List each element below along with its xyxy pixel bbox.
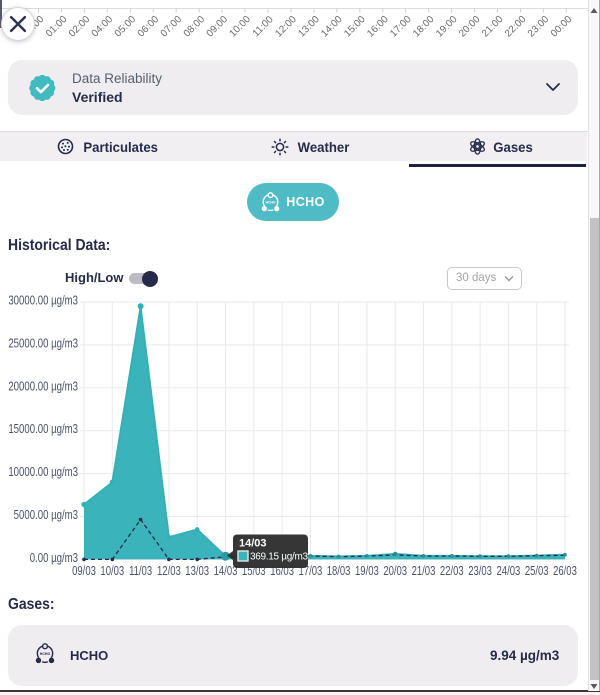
svg-text:15:00: 15:00 [342,14,368,40]
svg-text:24/03: 24/03 [497,565,521,579]
svg-text:13/03: 13/03 [185,565,209,579]
svg-text:10/03: 10/03 [100,565,124,579]
svg-text:06:00: 06:00 [136,14,162,40]
svg-text:17:00: 17:00 [388,14,414,40]
svg-text:01:00: 01:00 [44,14,70,40]
svg-text:25000.00 µg/m3: 25000.00 µg/m3 [8,337,78,350]
svg-text:08:00: 08:00 [182,14,208,40]
svg-text:09:00: 09:00 [205,14,231,40]
svg-text:18:00: 18:00 [411,14,437,40]
svg-text:21:00: 21:00 [480,14,506,40]
svg-text:HCHO: HCHO [40,652,51,656]
svg-text:07:00: 07:00 [159,14,185,40]
svg-text:25/03: 25/03 [525,565,549,579]
svg-text:15000.00 µg/m3: 15000.00 µg/m3 [8,423,78,436]
svg-text:13:00: 13:00 [296,14,322,40]
svg-text:19:00: 19:00 [434,14,460,40]
svg-text:12/03: 12/03 [157,565,181,579]
svg-text:HCHO: HCHO [266,200,276,204]
svg-text:15/03: 15/03 [242,565,266,579]
svg-text:04:00: 04:00 [90,14,116,40]
svg-text:19/03: 19/03 [355,565,379,579]
svg-text:5000.00 µg/m3: 5000.00 µg/m3 [14,509,78,522]
svg-text:22:00: 22:00 [503,14,529,40]
svg-text:09/03: 09/03 [72,565,96,579]
svg-text:22/03: 22/03 [440,565,464,579]
svg-text:16:00: 16:00 [365,14,391,40]
svg-text:369.15 µg/m3: 369.15 µg/m3 [250,552,308,563]
svg-text:14/03: 14/03 [239,538,267,550]
svg-text:10:00: 10:00 [227,14,253,40]
svg-text:0.00 µg/m3: 0.00 µg/m3 [30,552,78,565]
svg-text:26/03: 26/03 [553,565,577,579]
svg-text:11/03: 11/03 [129,565,152,579]
svg-text:21/03: 21/03 [412,565,436,579]
svg-text:18/03: 18/03 [327,565,351,579]
svg-text:16/03: 16/03 [270,565,294,579]
svg-text:17/03: 17/03 [299,565,323,579]
svg-text:23/03: 23/03 [468,565,492,579]
svg-text:12:00: 12:00 [273,14,299,40]
svg-text:23:00: 23:00 [526,14,552,40]
svg-text:02:00: 02:00 [67,14,93,40]
svg-text:05:00: 05:00 [113,14,139,40]
svg-text:10000.00 µg/m3: 10000.00 µg/m3 [8,466,78,479]
svg-text:00:00: 00:00 [549,14,575,40]
svg-text:30000.00 µg/m3: 30000.00 µg/m3 [8,294,78,307]
svg-text:20000.00 µg/m3: 20000.00 µg/m3 [8,380,78,393]
svg-text:14:00: 14:00 [319,14,345,40]
svg-text:11:00: 11:00 [251,14,276,39]
svg-text:20/03: 20/03 [383,565,407,579]
svg-text:20:00: 20:00 [457,14,483,40]
svg-text:14/03: 14/03 [214,565,238,579]
